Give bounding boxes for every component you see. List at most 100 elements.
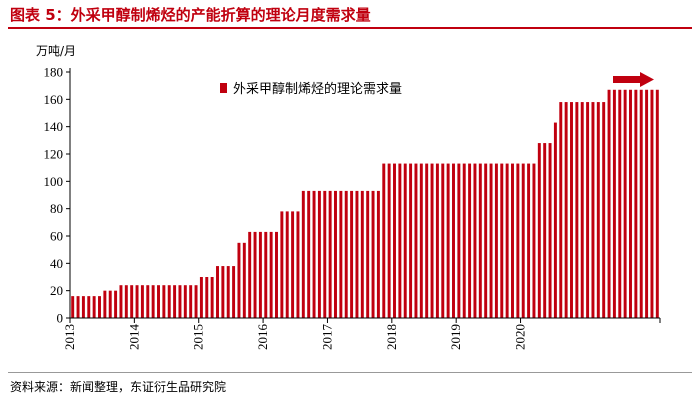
y-tick-label: 160	[44, 92, 64, 107]
bar	[564, 102, 568, 318]
title-divider	[8, 27, 692, 29]
bar	[559, 102, 563, 318]
y-tick-labels: 0 20 40 60 80 100 120 140 160 180	[44, 65, 64, 326]
bar	[570, 102, 573, 318]
bar	[183, 285, 187, 318]
bar	[478, 163, 482, 318]
bar	[645, 89, 649, 319]
bar	[98, 296, 101, 318]
bar	[242, 242, 246, 318]
bar	[248, 231, 252, 318]
bar	[596, 102, 600, 318]
bar	[387, 163, 391, 318]
bar	[494, 163, 498, 318]
bar	[140, 285, 144, 318]
bar	[543, 143, 547, 318]
bar	[296, 211, 300, 318]
bar	[285, 211, 289, 318]
bar	[189, 285, 193, 318]
bar	[473, 163, 477, 318]
bar	[317, 190, 321, 318]
bar	[108, 290, 112, 318]
figure-title: 图表 5：外采甲醇制烯烃的产能折算的理论月度需求量	[10, 6, 371, 24]
y-tick-label: 60	[50, 229, 63, 244]
bar	[269, 231, 273, 318]
bar	[430, 163, 434, 318]
right-arrow-annotation	[613, 72, 654, 87]
source-divider	[8, 372, 692, 373]
bar	[398, 163, 402, 318]
bar	[355, 190, 359, 318]
bar	[334, 190, 337, 318]
bar	[307, 190, 311, 318]
bar	[323, 190, 327, 318]
bar	[500, 163, 504, 318]
bar	[344, 190, 348, 318]
bar	[425, 163, 429, 318]
bar	[639, 89, 643, 319]
x-tick-label: 2018	[384, 324, 399, 350]
bar	[103, 290, 107, 318]
bar	[92, 296, 96, 318]
bar	[580, 102, 584, 318]
bar	[350, 190, 354, 318]
bars-group	[71, 89, 659, 319]
x-tick-label: 2013	[62, 324, 77, 350]
bar	[376, 190, 380, 318]
bar	[452, 163, 455, 318]
y-tick-label: 140	[44, 119, 64, 134]
bar	[532, 163, 536, 318]
y-tick-label: 40	[50, 256, 63, 271]
bar	[548, 143, 552, 318]
bar	[623, 89, 627, 319]
bar	[162, 285, 166, 318]
x-tick-label: 2016	[255, 324, 270, 351]
bar	[81, 296, 85, 318]
bar	[435, 163, 439, 318]
bar	[382, 163, 386, 318]
bar	[634, 89, 638, 319]
x-tick-label: 2020	[513, 324, 528, 350]
y-tick-label: 0	[57, 311, 64, 326]
y-tick-label: 80	[50, 201, 63, 216]
bar	[130, 285, 134, 318]
y-tick-label: 20	[50, 283, 63, 298]
bar	[178, 285, 182, 318]
bar	[291, 211, 295, 318]
bar	[618, 89, 622, 319]
bar	[505, 163, 509, 318]
bar	[527, 163, 531, 318]
bar	[462, 163, 466, 318]
bar	[205, 277, 209, 318]
bar	[280, 211, 284, 318]
bar	[146, 285, 150, 318]
bar	[521, 163, 525, 318]
bar	[360, 190, 364, 318]
bar	[489, 163, 493, 318]
bar	[403, 163, 407, 318]
bar	[441, 163, 445, 318]
bar	[71, 296, 75, 318]
arrow-shaft	[613, 76, 641, 83]
x-tick-label: 2014	[126, 324, 141, 351]
bar	[612, 89, 616, 319]
bar	[135, 285, 139, 318]
bar	[586, 102, 590, 318]
x-tick-label: 2015	[191, 324, 206, 350]
bar	[409, 163, 413, 318]
bar	[221, 266, 225, 318]
bar	[151, 285, 155, 318]
bar	[157, 285, 160, 318]
bar	[237, 242, 241, 318]
bar	[210, 277, 214, 318]
axes-group	[66, 68, 661, 323]
bar	[328, 190, 332, 318]
bar	[468, 163, 472, 318]
bar	[312, 190, 316, 318]
bar	[457, 163, 461, 318]
bar	[575, 102, 579, 318]
bar	[484, 163, 488, 318]
bar	[87, 296, 91, 318]
bar	[173, 285, 177, 318]
